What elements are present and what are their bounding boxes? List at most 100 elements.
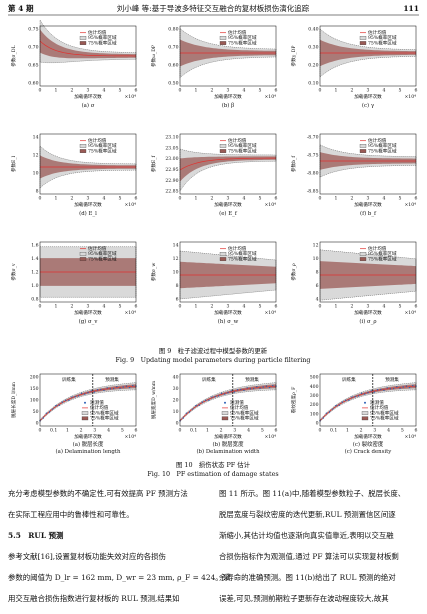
obs-dot (125, 385, 128, 387)
legend-patch (361, 416, 369, 421)
y-tick-label: 12 (33, 153, 39, 159)
obs-dot (93, 391, 96, 393)
x-tick-label: 1 (335, 196, 338, 202)
y-tick-label: 0.10 (308, 81, 318, 87)
y-tick-label: 10 (173, 270, 179, 276)
x-tick-label: 4 (247, 428, 250, 434)
x-tick-label: 1 (346, 428, 349, 434)
x-tick-label: 3 (87, 88, 90, 94)
x-tick-label: 4 (387, 428, 390, 434)
y-axis-label: 参数σ_DL (10, 45, 17, 66)
y-tick-label: 23.10 (165, 135, 178, 141)
test-label: 预测集 (385, 376, 399, 383)
x-tick-label: 2 (351, 88, 354, 94)
legend-label: 75%概率区域 (228, 147, 257, 154)
legend-patch (79, 36, 87, 40)
sub-caption-en: (a) Delamination length (56, 448, 121, 455)
obs-dot (265, 385, 268, 387)
x-tick-label: 0 (39, 428, 42, 434)
obs-dot (204, 399, 207, 402)
legend-patch (79, 257, 87, 261)
x-tick-label: 1 (55, 88, 58, 94)
x-tick-label: 6 (415, 88, 418, 94)
obs-dot (236, 389, 239, 391)
x-tick-label: 6 (415, 196, 418, 202)
plot-frame (179, 133, 277, 195)
obs-dot (370, 390, 372, 392)
obs-dot (77, 395, 80, 397)
obs-dot (201, 401, 204, 403)
y-tick-label: 200 (30, 375, 39, 381)
legend-label: 观测值 (230, 399, 244, 406)
obs-dot (103, 389, 105, 391)
y-tick-label: 0 (36, 421, 39, 427)
body-line: 余寿命的准确预测。图 11(b)给出了 RUL 预测的绝对 (219, 573, 396, 582)
y-tick-label: 8 (176, 283, 179, 289)
obs-dot (341, 401, 344, 403)
x-tick-label: 1 (195, 196, 198, 202)
y-axis-label: 参数E_f (150, 155, 157, 172)
obs-dot (357, 395, 360, 397)
legend-label: 95%概率区域 (88, 142, 117, 149)
x-axis-label: 加载循环次数 (354, 93, 382, 100)
y-tick-label: 0.60 (28, 81, 38, 87)
x-tick-label: 6 (135, 428, 138, 434)
x-tick-label: 5 (399, 88, 402, 94)
y-tick-label: 1.0 (31, 283, 38, 289)
legend-label: 75%概率区域 (230, 415, 259, 422)
x-tick-label: 0 (179, 196, 182, 202)
legend-label: 估计均值 (88, 137, 107, 144)
legend-label: 95%概率区域 (370, 409, 399, 416)
x-tick-label: 0 (319, 88, 322, 94)
y-tick-label: -8.80 (307, 171, 319, 177)
x-tick-label: 3 (227, 88, 230, 94)
x-tick-label: 2 (211, 304, 214, 310)
x-tick-label: 5 (259, 304, 262, 310)
legend-label: 75%概率区域 (90, 415, 119, 422)
x-tick-label: 5 (119, 304, 122, 310)
obs-dot (224, 393, 226, 395)
obs-dot (240, 388, 242, 391)
obs-dot (252, 387, 255, 390)
legend-obs (224, 401, 226, 404)
obs-dot (408, 386, 411, 389)
legend-patch (359, 41, 367, 45)
x-tick-label: 6 (135, 304, 138, 310)
body-line: 脱层宽度与裂纹密度的迭代更新,RUL 预测置信区间逐 (219, 510, 396, 519)
legend-patch (359, 257, 367, 261)
x-tick-label: 5 (259, 88, 262, 94)
y-tick-label: 8 (36, 189, 39, 195)
obs-dot (68, 399, 70, 401)
legend-label: 75%概率区域 (228, 39, 257, 46)
x-tick-label: 2 (71, 304, 74, 310)
plot-frame (179, 373, 277, 427)
train-label: 训练集 (62, 376, 76, 383)
mean-line (179, 157, 276, 171)
obs-dot (185, 412, 188, 414)
obs-dot (42, 417, 44, 419)
obs-dot (380, 388, 382, 391)
x-tick-label: 4 (383, 304, 386, 310)
x-axis-label: 加载循环次数 (214, 309, 242, 316)
figure-caption: 图 9 粒子滤波过程中模型参数的更新 (159, 346, 268, 355)
body-line: 充分考虑模型参数的不确定性,可有效提高 PF 预测方法 (8, 489, 188, 498)
legend-label: 95%概率区域 (230, 409, 259, 416)
x-tick-label: 1 (335, 88, 338, 94)
legend-label: 估计均值 (368, 137, 387, 144)
x-axis-label: 加载循环次数 (354, 433, 382, 440)
obs-dot (208, 399, 210, 401)
obs-dot (399, 387, 401, 389)
x-axis-label: 加载循环次数 (74, 309, 102, 316)
issue: 第 4 期 (8, 3, 34, 13)
band-75 (320, 384, 416, 422)
obs-dot (80, 392, 83, 394)
legend-patch (79, 149, 87, 153)
x-tick-label: 5 (261, 428, 264, 434)
plot-frame (39, 25, 137, 87)
y-tick-label: 1.2 (31, 270, 38, 276)
x-tick-label: 5 (399, 304, 402, 310)
x-tick-label: 3 (367, 304, 370, 310)
obs-dot (87, 391, 89, 394)
y-tick-label: 1.4 (31, 256, 38, 262)
legend-label: 估计均值 (228, 29, 247, 36)
